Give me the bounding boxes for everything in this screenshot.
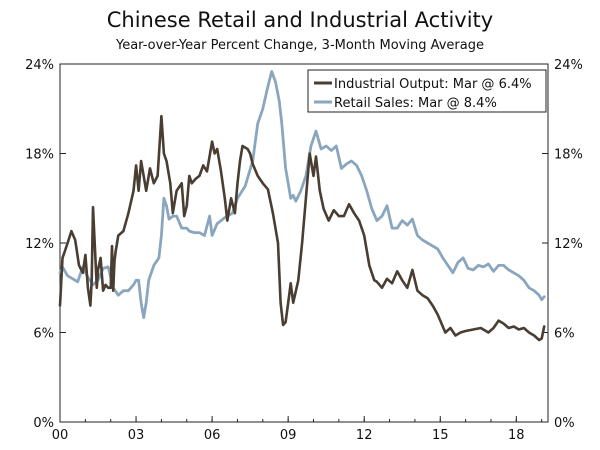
chart-title: Chinese Retail and Industrial Activity: [106, 8, 494, 32]
y-tick-label-left: 24%: [25, 58, 54, 73]
y-tick-label-right: 18%: [554, 148, 583, 163]
y-tick-label-right: 24%: [554, 58, 583, 73]
legend-label: Industrial Output: Mar @ 6.4%: [334, 77, 532, 92]
chart-subtitle: Year-over-Year Percent Change, 3-Month M…: [116, 38, 484, 53]
x-tick-label: 15: [432, 428, 449, 443]
x-tick-label: 09: [280, 428, 297, 443]
legend-box: [307, 69, 547, 113]
y-tick-label-right: 6%: [554, 327, 575, 342]
industrial-output-line: [58, 114, 546, 342]
x-tick-label: 00: [52, 428, 69, 443]
y-tick-label-left: 0%: [33, 416, 54, 431]
x-tick-label: 06: [204, 428, 221, 443]
legend-label: Retail Sales: Mar @ 8.4%: [334, 96, 497, 111]
x-tick-label: 12: [356, 428, 373, 443]
y-tick-label-right: 12%: [554, 237, 583, 252]
y-tick-label-left: 12%: [25, 237, 54, 252]
y-tick-label-left: 6%: [33, 327, 54, 342]
y-tick-label-right: 0%: [554, 416, 575, 431]
x-tick-label: 03: [128, 428, 145, 443]
x-tick-label: 18: [508, 428, 525, 443]
retail-sales-line: [58, 70, 546, 320]
y-tick-label-left: 18%: [25, 148, 54, 163]
plot-frame: [59, 63, 549, 423]
